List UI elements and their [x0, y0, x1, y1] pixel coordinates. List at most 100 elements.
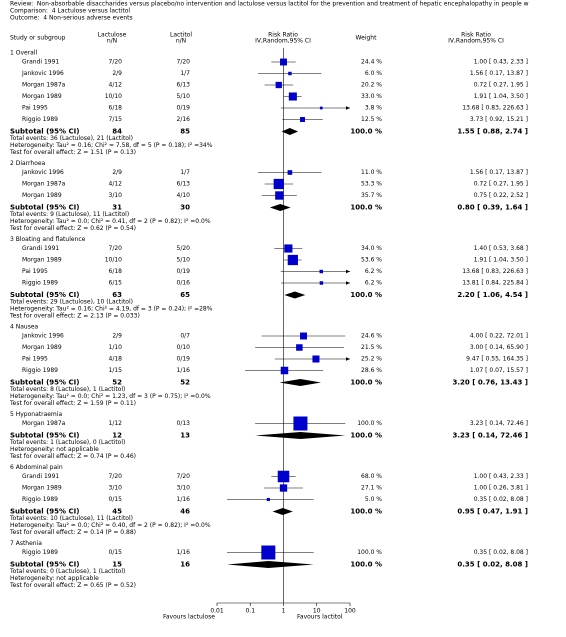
events-lactulose: 7/20: [109, 245, 123, 252]
subtotal-label: Subtotal (95% CI): [10, 291, 79, 299]
events-lactulose: 4/12: [109, 82, 123, 89]
study-name: Morgan 1987a: [22, 420, 66, 427]
study-name: Grandi 1991: [22, 59, 59, 66]
column-header: IV,Random,95% CI: [448, 38, 504, 45]
group-title: 7 Asthenia: [10, 540, 42, 547]
events-lactulose: 7/20: [109, 59, 123, 66]
study-square: [300, 332, 307, 340]
events-lactulose: 2/9: [112, 70, 122, 77]
subtotal-lactitol: 13: [180, 432, 190, 440]
risk-ratio: 3.73 [ 0.92, 15.21 ]: [470, 116, 528, 123]
header-line: Comparison: 4 Lactulose versus lactitol: [10, 8, 130, 15]
events-lactitol: 0/16: [177, 280, 191, 287]
subtotal-note: Heterogeneity: not applicable: [10, 446, 99, 453]
events-lactulose: 3/10: [109, 192, 123, 199]
events-lactulose: 0/15: [109, 496, 123, 503]
subtotal-note: Test for overall effect: Z = 0.14 (P = 0…: [9, 529, 136, 536]
subtotal-lactulose: 84: [112, 128, 122, 136]
subtotal-note: Heterogeneity: Tau² = 0.0; Chi² = 1.23, …: [10, 393, 211, 400]
risk-ratio: 0.72 [ 0.27, 1.95 ]: [474, 181, 528, 188]
events-lactulose: 10/10: [105, 257, 122, 264]
study-square: [288, 92, 297, 101]
weight: 27.1 %: [361, 485, 382, 492]
subtotal-risk-ratio: 1.55 [ 0.88, 2.74 ]: [457, 128, 528, 136]
study-square: [284, 244, 293, 253]
events-lactitol: 6/13: [177, 181, 191, 188]
subtotal-lactulose: 45: [112, 508, 122, 516]
events-lactitol: 7/20: [177, 473, 191, 480]
subtotal-label: Subtotal (95% CI): [10, 432, 79, 440]
study-name: Morgan 1987a: [22, 82, 66, 89]
subtotal-diamond: [255, 432, 346, 439]
subtotal-note: Test for overall effect: Z = 0.62 (P = 0…: [9, 225, 136, 232]
subtotal-lactitol: 52: [180, 379, 190, 387]
subtotal-weight: 100.0 %: [350, 432, 382, 440]
subtotal-lactitol: 65: [180, 291, 190, 299]
subtotal-weight: 100.0 %: [350, 561, 382, 569]
study-name: Pai 1995: [22, 268, 48, 275]
subtotal-label: Subtotal (95% CI): [10, 379, 79, 387]
events-lactitol: 7/20: [177, 59, 191, 66]
header-line: Review: Non-absorbable disaccharides ver…: [10, 1, 529, 8]
subtotal-diamond: [281, 128, 299, 135]
weight: 34.0 %: [361, 245, 382, 252]
subtotal-note: Test for overall effect: Z = 0.74 (P = 0…: [9, 453, 136, 460]
study-square: [261, 545, 276, 560]
events-lactulose: 7/20: [109, 473, 123, 480]
risk-ratio: 13.68 [ 0.83, 226.63 ]: [462, 268, 528, 275]
subtotal-lactulose: 52: [112, 379, 122, 387]
subtotal-note: Test for overall effect: Z = 1.51 (P = 0…: [9, 149, 136, 156]
weight: 53.6 %: [361, 257, 382, 264]
subtotal-risk-ratio: 0.95 [ 0.47, 1.91 ]: [457, 508, 528, 516]
events-lactitol: 1/7: [180, 70, 190, 77]
weight: 5.0 %: [365, 496, 382, 503]
study-name: Grandi 1991: [22, 245, 59, 252]
study-square: [275, 81, 282, 89]
events-lactitol: 2/16: [177, 116, 191, 123]
events-lactulose: 2/9: [112, 169, 122, 176]
events-lactitol: 5/10: [177, 93, 191, 100]
events-lactulose: 1/12: [109, 420, 123, 427]
subtotal-weight: 100.0 %: [350, 508, 382, 516]
study-square: [293, 416, 308, 431]
risk-ratio: 1.56 [ 0.17, 13.87 ]: [470, 70, 528, 77]
weight: 100.0 %: [357, 420, 382, 427]
events-lactulose: 0/15: [109, 549, 123, 556]
risk-ratio: 3.23 [ 0.14, 72.46 ]: [470, 420, 528, 427]
study-name: Morgan 1987a: [22, 181, 66, 188]
subtotal-label: Subtotal (95% CI): [10, 128, 79, 136]
subtotal-note: Total events: 29 (Lactulose), 10 (Lactit…: [9, 299, 133, 306]
risk-ratio: 4.00 [ 0.22, 72.01 ]: [470, 333, 528, 340]
events-lactulose: 6/18: [109, 105, 123, 112]
events-lactitol: 1/7: [180, 169, 190, 176]
group-title: 4 Nausea: [10, 324, 39, 331]
subtotal-weight: 100.0 %: [350, 291, 382, 299]
weight: 6.2 %: [365, 280, 382, 287]
events-lactitol: 5/10: [177, 257, 191, 264]
events-lactitol: 0/10: [177, 344, 191, 351]
risk-ratio: 1.00 [ 0.43, 2.33 ]: [474, 59, 528, 66]
events-lactitol: 0/13: [177, 420, 191, 427]
subtotal-note: Heterogeneity: Tau² = 0.16; Chi² = 7.58,…: [10, 142, 213, 149]
subtotal-lactitol: 46: [180, 508, 190, 516]
events-lactulose: 1/10: [109, 344, 123, 351]
weight: 35.7 %: [361, 192, 382, 199]
subtotal-lactitol: 16: [180, 561, 190, 569]
study-name: Pai 1995: [22, 356, 48, 363]
risk-ratio: 0.35 [ 0.02, 8.08 ]: [474, 496, 528, 503]
x-tick-label: 100: [344, 608, 356, 615]
column-header: Weight: [356, 35, 378, 42]
subtotal-label: Subtotal (95% CI): [10, 561, 79, 569]
subtotal-diamond: [227, 561, 314, 568]
column-header: n/N: [107, 38, 117, 45]
x-tick-label: 0.01: [210, 608, 224, 615]
risk-ratio: 13.68 [ 0.83, 226.63 ]: [462, 105, 528, 112]
subtotal-diamond: [279, 379, 322, 386]
subtotal-note: Heterogeneity: Tau² = 0.0; Chi² = 0.40, …: [10, 522, 211, 529]
study-name: Riggio 1989: [22, 549, 58, 556]
x-tick-label: 10: [313, 608, 321, 615]
column-header: Lactulose: [98, 32, 127, 39]
events-lactulose: 10/10: [105, 93, 122, 100]
subtotal-label: Subtotal (95% CI): [10, 204, 79, 212]
